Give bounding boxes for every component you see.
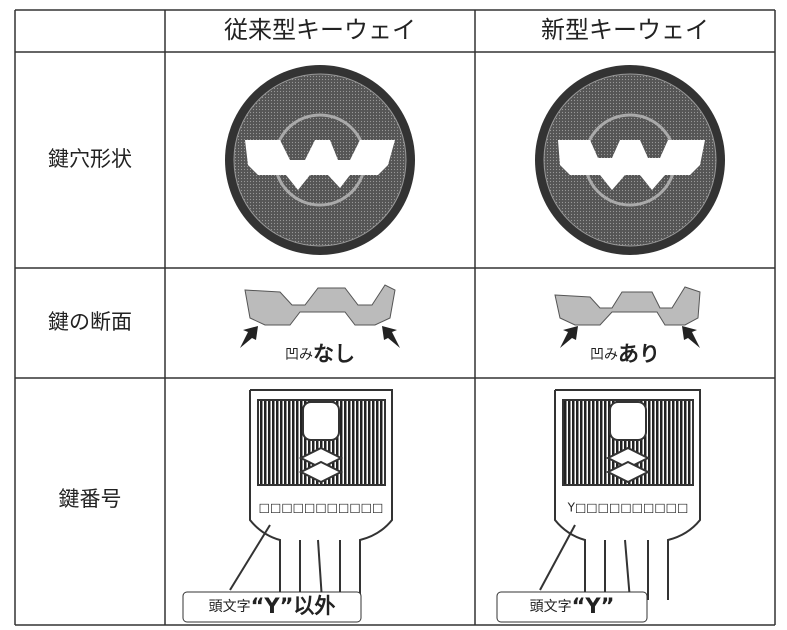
cross-section-new [554,286,701,348]
row-label: 鍵番号 [59,487,122,511]
table-grid [14,9,776,626]
key-number: □□□□□□□□□□□ [259,501,384,515]
row-label: 鍵の断面 [48,310,132,334]
callout-box [496,591,648,623]
cross-section-old [240,284,400,348]
row-label: 鍵穴形状 [48,147,132,171]
callout: 頭文字“Y”以外 [209,594,336,618]
caption: 凹みなし [285,342,355,366]
column-header: 従来型キーウェイ [224,16,416,44]
callout-box [182,591,362,623]
key-new [539,389,701,601]
keyhole-old [225,65,415,255]
callout: 頭文字“Y” [530,594,615,618]
caption: 凹みあり [590,342,660,366]
key-old [229,389,393,601]
key-number: Y□□□□□□□□□□ [567,501,689,515]
column-header: 新型キーウェイ [541,16,709,44]
keyhole-new [535,65,725,255]
